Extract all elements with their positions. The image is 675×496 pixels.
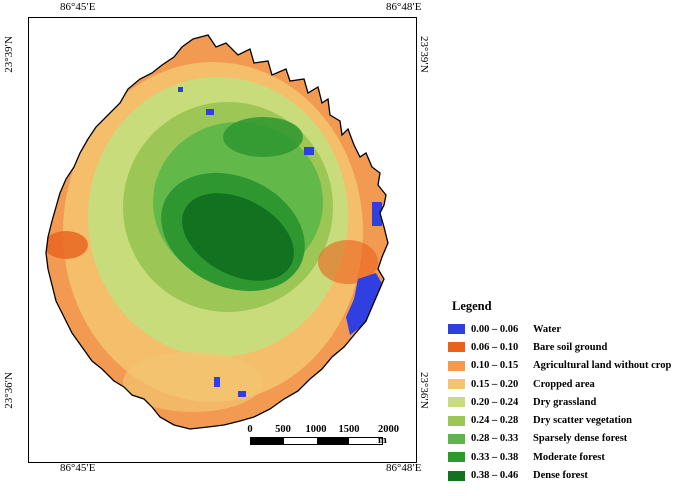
legend-label: Agricultural land without crop bbox=[533, 360, 672, 372]
legend-swatch bbox=[448, 360, 465, 371]
coord-right-lower: 23°36′N bbox=[418, 372, 430, 409]
legend-range: 0.28 – 0.33 bbox=[471, 433, 519, 445]
legend-range: 0.10 – 0.15 bbox=[471, 360, 519, 372]
coord-bottom-right: 86°48′E bbox=[386, 462, 422, 474]
coord-top-right: 86°48′E bbox=[386, 1, 422, 13]
legend-swatch bbox=[448, 324, 465, 335]
legend-item: 0.24 – 0.28 Dry scatter vegetation bbox=[448, 411, 673, 429]
scale-segment bbox=[349, 438, 382, 444]
scale-label-1000: 1000 bbox=[305, 424, 327, 435]
coord-left-upper: 23°39′N bbox=[3, 36, 15, 73]
legend: Legend 0.00 – 0.06 Water 0.06 – 0.10 Bare s… bbox=[448, 299, 673, 485]
water-body-north-3 bbox=[178, 87, 183, 92]
land-cover-map bbox=[45, 34, 389, 430]
legend-label: Water bbox=[533, 323, 561, 335]
scale-segment bbox=[283, 438, 317, 444]
water-body-east bbox=[346, 273, 384, 335]
legend-swatch bbox=[448, 415, 465, 426]
scale-bar: 0 500 1000 1500 2000 m bbox=[247, 424, 399, 446]
legend-swatch bbox=[448, 433, 465, 444]
legend-item: 0.00 – 0.06 Water bbox=[448, 320, 673, 338]
legend-label: Moderate forest bbox=[533, 451, 605, 463]
legend-range: 0.38 – 0.46 bbox=[471, 470, 519, 482]
legend-range: 0.15 – 0.20 bbox=[471, 378, 519, 390]
coord-bottom-left: 86°45′E bbox=[60, 462, 96, 474]
legend-title: Legend bbox=[452, 299, 492, 313]
water-body-south-2 bbox=[238, 391, 246, 397]
water-body-northeast bbox=[372, 202, 382, 226]
bare-soil-east bbox=[318, 240, 378, 284]
scale-label-1500: 1500 bbox=[338, 424, 360, 435]
legend-swatch bbox=[448, 470, 465, 481]
scale-label-0: 0 bbox=[247, 424, 253, 435]
legend-label: Dense forest bbox=[533, 470, 588, 482]
northern-forest-patch bbox=[223, 117, 303, 157]
legend-swatch bbox=[448, 397, 465, 408]
scale-label-500: 500 bbox=[275, 424, 291, 435]
legend-label: Cropped area bbox=[533, 378, 595, 390]
crop-patch-south bbox=[123, 352, 263, 412]
water-body-south-1 bbox=[214, 377, 220, 387]
legend-swatch bbox=[448, 342, 465, 353]
legend-label: Bare soil ground bbox=[533, 341, 608, 353]
legend-rows: 0.00 – 0.06 Water 0.06 – 0.10 Bare soil gro… bbox=[448, 320, 673, 485]
dense-forest-zone bbox=[182, 193, 294, 281]
legend-item: 0.38 – 0.46 Dense forest bbox=[448, 466, 673, 484]
scale-segment bbox=[316, 438, 350, 444]
legend-label: Dry grassland bbox=[533, 396, 597, 408]
legend-item: 0.28 – 0.33 Sparsely dense forest bbox=[448, 430, 673, 448]
scale-bar-graphic bbox=[250, 437, 383, 445]
legend-range: 0.06 – 0.10 bbox=[471, 341, 519, 353]
coord-left-lower: 23°36′N bbox=[3, 372, 15, 409]
legend-item: 0.10 – 0.15 Agricultural land without cro… bbox=[448, 357, 673, 375]
coord-right-upper: 23°39′N bbox=[418, 36, 430, 73]
scale-labels: 0 500 1000 1500 2000 m bbox=[247, 424, 420, 446]
legend-range: 0.33 – 0.38 bbox=[471, 451, 519, 463]
legend-label: Sparsely dense forest bbox=[533, 433, 628, 445]
legend-item: 0.33 – 0.38 Moderate forest bbox=[448, 448, 673, 466]
legend-range: 0.00 – 0.06 bbox=[471, 323, 519, 335]
legend-swatch bbox=[448, 452, 465, 463]
legend-label: Dry scatter vegetation bbox=[533, 415, 632, 427]
scale-label-2000: 2000 m bbox=[378, 424, 399, 446]
legend-item: 0.06 – 0.10 Bare soil ground bbox=[448, 338, 673, 356]
legend-swatch bbox=[448, 379, 465, 390]
legend-item: 0.20 – 0.24 Dry grassland bbox=[448, 393, 673, 411]
water-body-north-2 bbox=[304, 147, 314, 155]
legend-range: 0.20 – 0.24 bbox=[471, 396, 519, 408]
scale-segment bbox=[251, 438, 284, 444]
coord-top-left: 86°45′E bbox=[60, 1, 96, 13]
bare-soil-west bbox=[46, 231, 88, 259]
legend-item: 0.15 – 0.20 Cropped area bbox=[448, 375, 673, 393]
water-body-north-1 bbox=[206, 109, 214, 115]
legend-range: 0.24 – 0.28 bbox=[471, 415, 519, 427]
